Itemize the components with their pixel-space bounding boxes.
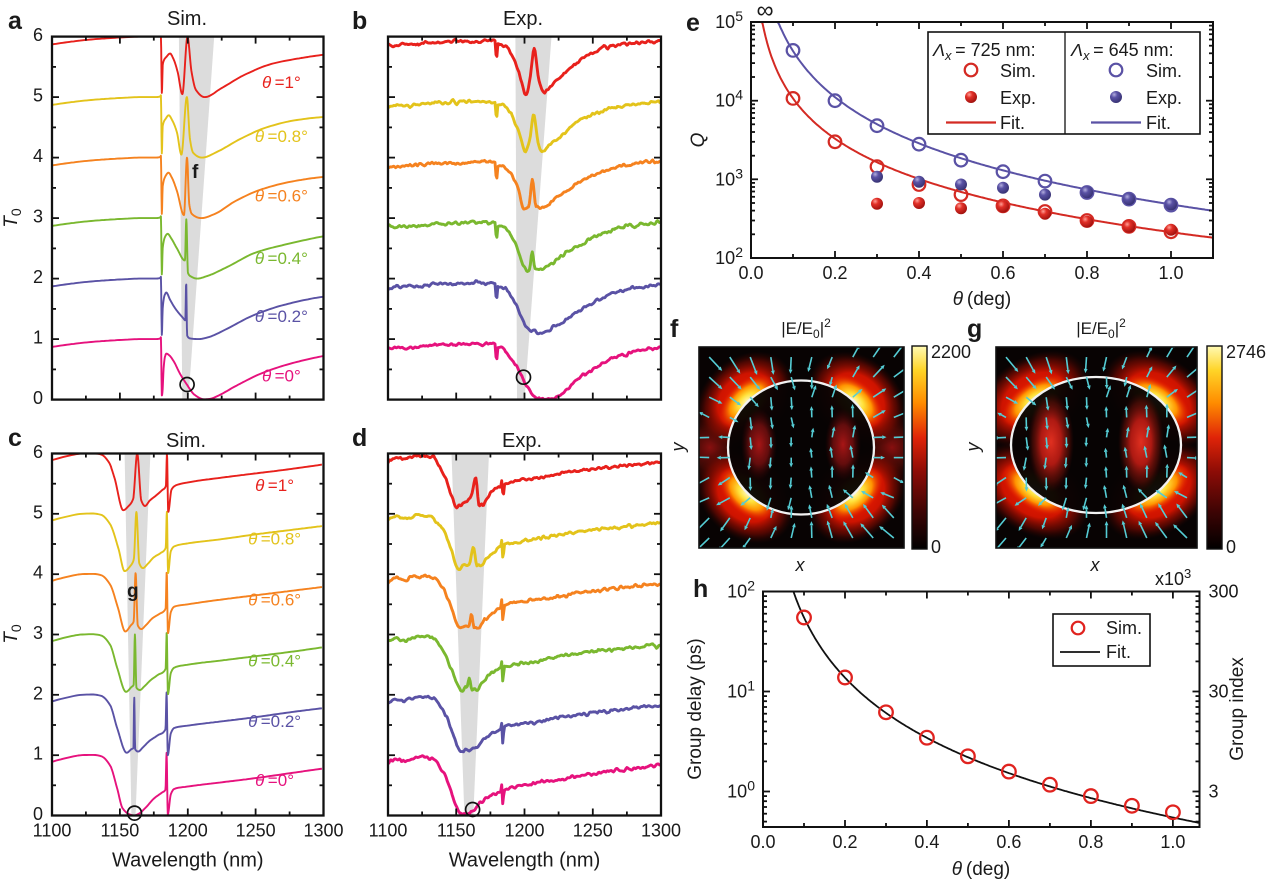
svg-text:1.0: 1.0 — [1158, 263, 1183, 283]
svg-text:1150: 1150 — [437, 821, 476, 841]
svg-text:1250: 1250 — [236, 821, 276, 841]
svg-text:Exp.: Exp. — [1146, 88, 1182, 108]
svg-text:Group index: Group index — [1227, 657, 1248, 761]
svg-text:1: 1 — [33, 328, 43, 348]
svg-text:θ =0.8°: θ =0.8° — [248, 530, 301, 549]
svg-text:Sim.: Sim. — [1000, 61, 1036, 81]
svg-text:300: 300 — [1209, 582, 1239, 602]
svg-text:Wavelength (nm): Wavelength (nm) — [449, 850, 601, 872]
svg-text:1300: 1300 — [303, 821, 343, 841]
svg-text:0.6: 0.6 — [996, 832, 1021, 852]
svg-text:3: 3 — [33, 623, 43, 643]
svg-text:e: e — [686, 9, 700, 37]
svg-text:Fit.: Fit. — [1000, 113, 1025, 133]
svg-text:θ =0°: θ =0° — [255, 771, 294, 790]
svg-text:0: 0 — [33, 804, 43, 824]
svg-text:1200: 1200 — [168, 821, 208, 841]
svg-text:0: 0 — [1226, 537, 1236, 557]
svg-text:6: 6 — [33, 442, 43, 462]
svg-text:x: x — [795, 555, 806, 575]
svg-text:T0: T0 — [1, 624, 24, 644]
svg-text:1100: 1100 — [33, 821, 72, 841]
svg-text:0: 0 — [931, 537, 941, 557]
svg-text:2746: 2746 — [1226, 342, 1266, 362]
svg-text:Group delay (ps): Group delay (ps) — [685, 638, 706, 780]
svg-text:h: h — [693, 575, 708, 603]
svg-text:∞: ∞ — [756, 0, 773, 24]
svg-text:θ =1°: θ =1° — [262, 73, 301, 92]
svg-text:θ =0.4°: θ =0.4° — [248, 651, 301, 670]
svg-text:T0: T0 — [1, 208, 24, 228]
svg-text:θ =0.8°: θ =0.8° — [255, 127, 308, 146]
svg-text:1.0: 1.0 — [1160, 832, 1185, 852]
svg-text:4: 4 — [33, 563, 43, 583]
svg-text:4: 4 — [33, 146, 43, 166]
svg-text:Sim.: Sim. — [1146, 61, 1182, 81]
svg-text:x: x — [1090, 555, 1101, 575]
svg-text:θ =0.4°: θ =0.4° — [255, 249, 308, 268]
svg-text:105: 105 — [715, 8, 743, 32]
svg-text:c: c — [8, 424, 22, 452]
svg-text:Λx = 645 nm:: Λx = 645 nm: — [1070, 40, 1174, 63]
svg-text:θ (deg): θ (deg) — [953, 289, 1011, 310]
svg-text:θ (deg): θ (deg) — [952, 859, 1010, 880]
svg-text:1300: 1300 — [641, 821, 681, 841]
svg-text:6: 6 — [33, 25, 43, 45]
svg-text:y: y — [668, 442, 688, 454]
svg-text:Sim.: Sim. — [166, 430, 206, 452]
svg-text:|E/E0|2: |E/E0|2 — [781, 316, 831, 341]
svg-text:3: 3 — [33, 207, 43, 227]
svg-text:x103: x103 — [1155, 566, 1191, 589]
svg-text:30: 30 — [1209, 682, 1229, 702]
svg-text:Fit.: Fit. — [1106, 642, 1131, 662]
svg-text:b: b — [352, 7, 367, 35]
svg-text:d: d — [352, 424, 367, 452]
svg-text:1200: 1200 — [504, 821, 544, 841]
svg-text:θ =0.2°: θ =0.2° — [248, 712, 301, 731]
svg-text:0.8: 0.8 — [1078, 832, 1103, 852]
svg-text:5: 5 — [33, 502, 43, 522]
svg-text:y: y — [963, 442, 983, 454]
svg-text:0: 0 — [33, 388, 43, 408]
svg-text:θ =0.6°: θ =0.6° — [255, 187, 308, 206]
svg-text:Exp.: Exp. — [502, 430, 542, 452]
svg-text:3: 3 — [1209, 782, 1219, 802]
svg-text:5: 5 — [33, 86, 43, 106]
svg-text:0.0: 0.0 — [738, 263, 763, 283]
svg-text:f: f — [670, 315, 679, 343]
svg-text:1250: 1250 — [573, 821, 613, 841]
svg-text:g: g — [967, 315, 982, 343]
svg-text:0.4: 0.4 — [914, 832, 939, 852]
svg-text:0.2: 0.2 — [832, 832, 857, 852]
svg-text:θ =0°: θ =0° — [262, 366, 301, 385]
svg-text:0.2: 0.2 — [822, 263, 847, 283]
svg-text:Exp.: Exp. — [1000, 88, 1036, 108]
svg-text:1: 1 — [33, 744, 43, 764]
svg-text:θ =0.6°: θ =0.6° — [248, 591, 301, 610]
svg-text:2: 2 — [33, 683, 43, 703]
svg-text:2: 2 — [33, 267, 43, 287]
svg-text:θ =1°: θ =1° — [255, 476, 294, 495]
svg-text:0.6: 0.6 — [990, 263, 1015, 283]
svg-text:Sim.: Sim. — [167, 8, 207, 30]
svg-text:θ =0.2°: θ =0.2° — [255, 307, 308, 326]
svg-text:0.0: 0.0 — [750, 832, 775, 852]
svg-text:Exp.: Exp. — [503, 8, 543, 30]
svg-text:1100: 1100 — [369, 821, 408, 841]
svg-text:f: f — [192, 162, 199, 183]
svg-text:1150: 1150 — [101, 821, 140, 841]
svg-text:Fit.: Fit. — [1146, 113, 1171, 133]
svg-text:2200: 2200 — [931, 342, 971, 362]
svg-text:0.8: 0.8 — [1074, 263, 1099, 283]
svg-text:Q: Q — [688, 132, 709, 147]
svg-text:g: g — [127, 581, 139, 602]
svg-text:0.4: 0.4 — [906, 263, 931, 283]
svg-text:Wavelength (nm): Wavelength (nm) — [112, 850, 264, 872]
svg-text:a: a — [8, 7, 23, 35]
svg-text:Λx = 725 nm:: Λx = 725 nm: — [932, 40, 1036, 63]
svg-text:|E/E0|2: |E/E0|2 — [1076, 316, 1126, 341]
svg-text:Sim.: Sim. — [1106, 618, 1142, 638]
